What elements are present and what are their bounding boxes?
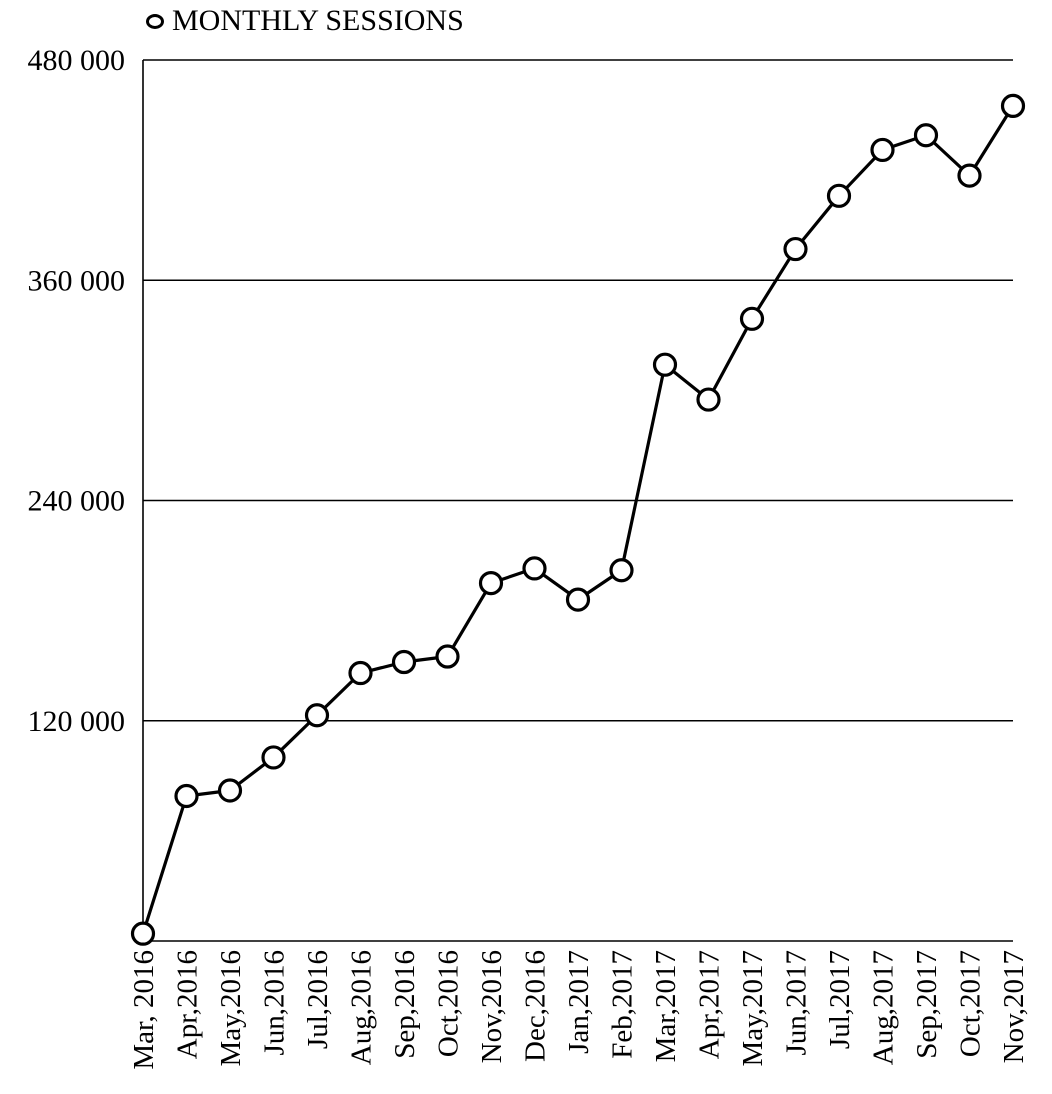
data-point-7 bbox=[435, 644, 460, 669]
y-tick-labels: 120 000 240 000 360 000 480 000 bbox=[28, 44, 126, 738]
x-tick-label-8: Nov,2016 bbox=[476, 950, 508, 1063]
data-point-13 bbox=[696, 387, 721, 412]
legend-marker-icon bbox=[146, 13, 164, 29]
legend: MONTHLY SESSIONS bbox=[146, 6, 464, 36]
data-point-17 bbox=[870, 137, 895, 163]
x-tick-label-11: Feb,2017 bbox=[607, 950, 639, 1059]
data-point-11 bbox=[609, 558, 634, 583]
y-tick-label-120000: 120 000 bbox=[28, 705, 126, 738]
data-point-12 bbox=[652, 352, 678, 377]
x-tick-label-17: Aug,2017 bbox=[868, 950, 900, 1065]
x-tick-label-6: Sep,2016 bbox=[389, 950, 421, 1059]
data-point-14 bbox=[739, 306, 765, 331]
y-tick-label-240000: 240 000 bbox=[28, 485, 126, 518]
data-point-18 bbox=[913, 123, 939, 148]
x-tick-label-10: Jan,2017 bbox=[563, 950, 595, 1054]
data-point-0 bbox=[130, 921, 156, 946]
data-point-2 bbox=[217, 778, 243, 803]
series-monthly-sessions bbox=[130, 93, 1026, 946]
x-tick-label-18: Sep,2017 bbox=[911, 950, 943, 1059]
x-tick-label-3: Jun,2016 bbox=[259, 950, 291, 1056]
data-point-1 bbox=[174, 783, 199, 809]
series-line-0 bbox=[141, 105, 1015, 935]
data-point-6 bbox=[391, 649, 417, 675]
x-tick-label-13: Apr,2017 bbox=[694, 950, 726, 1059]
y-tick-label-360000: 360 000 bbox=[28, 264, 126, 297]
x-tick-label-5: Aug,2016 bbox=[346, 950, 378, 1065]
x-tick-label-19: Oct,2017 bbox=[955, 950, 987, 1057]
data-point-3 bbox=[261, 745, 286, 770]
data-point-19 bbox=[957, 163, 982, 188]
grid-lines bbox=[143, 59, 1013, 722]
x-tick-label-2: May,2016 bbox=[215, 950, 247, 1067]
x-tick-label-0: Mar, 2016 bbox=[128, 950, 160, 1070]
x-tick-label-15: Jun,2017 bbox=[781, 950, 813, 1056]
x-tick-label-14: May,2017 bbox=[737, 950, 769, 1067]
data-point-10 bbox=[565, 587, 591, 612]
data-point-5 bbox=[348, 660, 373, 686]
data-point-9 bbox=[522, 556, 547, 581]
data-point-8 bbox=[478, 570, 504, 596]
data-point-15 bbox=[783, 236, 808, 262]
data-point-20 bbox=[1000, 93, 1026, 118]
x-tick-label-1: Apr,2016 bbox=[172, 950, 204, 1059]
x-tick-labels: Mar, 2016 Apr,2016 May,2016 Jun,2016 Jul,201… bbox=[128, 950, 1030, 1070]
axes bbox=[142, 60, 1013, 942]
x-tick-label-7: Oct,2016 bbox=[433, 950, 465, 1057]
y-tick-label-480000: 480 000 bbox=[28, 44, 126, 77]
legend-label: MONTHLY SESSIONS bbox=[172, 4, 464, 37]
x-tick-label-12: Mar,2017 bbox=[650, 950, 682, 1062]
data-point-16 bbox=[826, 183, 852, 208]
x-tick-label-16: Jul,2017 bbox=[824, 950, 856, 1049]
x-tick-label-4: Jul,2016 bbox=[302, 950, 334, 1049]
x-tick-label-20: Nov,2017 bbox=[998, 950, 1030, 1063]
data-point-4 bbox=[304, 703, 330, 728]
x-tick-label-9: Dec,2016 bbox=[520, 950, 552, 1062]
